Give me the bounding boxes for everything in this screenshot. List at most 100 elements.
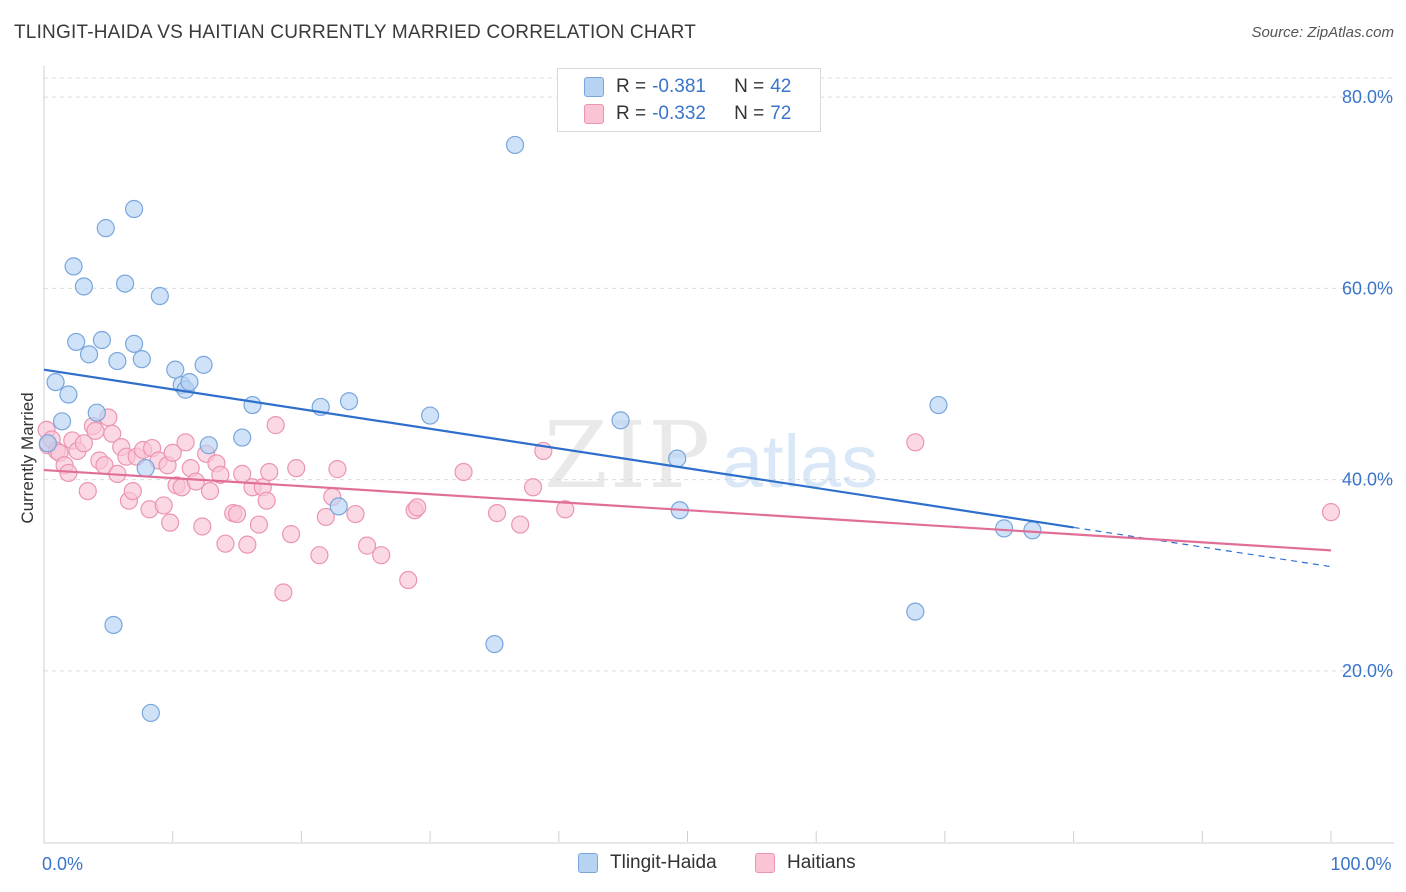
tlingit-haida-point	[104, 615, 123, 635]
r-label: R =	[616, 103, 647, 124]
tlingit-haida-point	[180, 372, 199, 392]
haitians-point	[287, 459, 306, 478]
tlingit-haida-point	[124, 334, 144, 353]
haitians-point	[163, 443, 182, 462]
haitians-point	[328, 460, 347, 479]
haitians-swatch	[584, 104, 604, 124]
tlingit-haida-point	[906, 602, 925, 621]
haitians-point	[408, 498, 427, 517]
haitians-point	[346, 504, 365, 524]
tlingit-haida-point	[150, 286, 169, 306]
tlingit-haida-point	[194, 355, 213, 374]
tlingit-haida-swatch	[584, 77, 604, 97]
haitians-point	[260, 462, 279, 482]
haitians-point	[316, 507, 335, 527]
tlingit-haida-swatch	[578, 853, 598, 873]
y-tick-label: 60.0%	[1342, 278, 1393, 298]
tlingit-haida-point	[59, 385, 78, 404]
y-tick-label: 20.0%	[1342, 661, 1393, 681]
haitians-point	[186, 472, 205, 491]
tlingit-haida-point	[929, 395, 948, 415]
tlingit-haida-point	[339, 392, 359, 411]
tlingit-haida-point	[124, 199, 144, 219]
haitians-point	[399, 570, 418, 590]
series-legend: Tlingit-Haida Haitians	[0, 852, 1406, 878]
haitians-point	[123, 482, 142, 501]
haitians-points	[37, 408, 1341, 602]
haitians-point	[200, 482, 220, 501]
r-label: R =	[616, 76, 647, 97]
haitians-point	[161, 513, 180, 532]
haitians-point	[193, 517, 212, 536]
tlingit-haida-point	[505, 135, 525, 155]
tlingit-haida-point	[108, 351, 127, 371]
tlingit-haida-point	[243, 395, 262, 415]
tlingit-haida-point	[79, 345, 99, 364]
haitians-point	[1321, 503, 1341, 522]
tlingit-haida-point	[115, 274, 135, 293]
haitians-point	[227, 504, 247, 524]
n-label: N =	[734, 76, 765, 97]
y-tick-label: 80.0%	[1342, 87, 1393, 107]
tlingit-haida-point	[485, 634, 504, 654]
r-value: -0.332	[652, 103, 706, 124]
tlingit-haida-point	[46, 372, 65, 392]
haitians-point	[103, 424, 122, 443]
axes	[43, 66, 1394, 844]
legend-item-haitians: Haitians	[755, 852, 856, 874]
haitians-point	[906, 433, 925, 452]
haitians-point	[257, 491, 276, 510]
haitians-point	[249, 515, 269, 534]
haitians-point	[78, 482, 97, 501]
tlingit-haida-point	[52, 412, 72, 431]
legend-label: Tlingit-Haida	[610, 852, 717, 873]
haitians-point	[511, 515, 530, 534]
haitians-point	[523, 478, 543, 497]
source-label: Source: ZipAtlas.com	[1251, 24, 1394, 41]
legend-row-haitians: R = -0.332 N = 72	[584, 102, 791, 126]
tick-labels: 20.0% 40.0% 60.0% 80.0% 0.0% 100.0%	[42, 87, 1393, 874]
haitians-point	[282, 525, 301, 544]
haitians-point	[211, 465, 230, 484]
tlingit-haida-point	[995, 519, 1014, 538]
tlingit-haida-point	[74, 277, 93, 296]
tlingit-haida-point	[141, 703, 160, 723]
tlingit-haida-point	[96, 219, 115, 238]
n-value: 42	[770, 76, 792, 97]
tlingit-haida-point	[67, 332, 86, 352]
n-label: N =	[734, 103, 765, 124]
tlingit-haida-point	[199, 436, 218, 455]
trend-lines	[43, 368, 1332, 568]
tlingit-haida-point	[38, 434, 57, 453]
x-tick-label: 0.0%	[42, 854, 83, 874]
haitians-point	[274, 583, 293, 602]
haitians-point	[454, 462, 473, 482]
x-tick-label: 100.0%	[1330, 854, 1391, 874]
r-value: -0.381	[652, 76, 706, 97]
tlingit-haida-point	[611, 411, 630, 430]
tlingit-haida-point	[64, 257, 83, 276]
haitians-swatch	[755, 853, 775, 873]
tlingit-haida-point	[421, 406, 440, 425]
haitians-point	[238, 535, 257, 554]
haitians-point	[86, 421, 105, 440]
tlingit-haida-trend-line	[43, 368, 1074, 529]
tlingit-haida-point	[87, 403, 106, 422]
haitians-point	[310, 546, 329, 565]
tlingit-haida-point	[329, 497, 348, 516]
n-value: 72	[770, 103, 792, 124]
haitians-trend-line	[43, 468, 1332, 552]
haitians-point	[266, 416, 285, 435]
haitians-point	[487, 503, 507, 523]
legend-row-tlingit-haida: R = -0.381 N = 42	[584, 75, 791, 99]
haitians-point	[556, 500, 575, 519]
haitians-point	[74, 434, 93, 453]
legend-label: Haitians	[787, 852, 856, 873]
haitians-point	[372, 546, 391, 565]
y-tick-label: 40.0%	[1342, 470, 1393, 490]
grid-lines	[44, 77, 1394, 672]
tlingit-haida-points	[38, 135, 1042, 723]
legend-item-tlingit-haida: Tlingit-Haida	[578, 852, 717, 874]
tlingit-haida-point	[136, 459, 155, 478]
